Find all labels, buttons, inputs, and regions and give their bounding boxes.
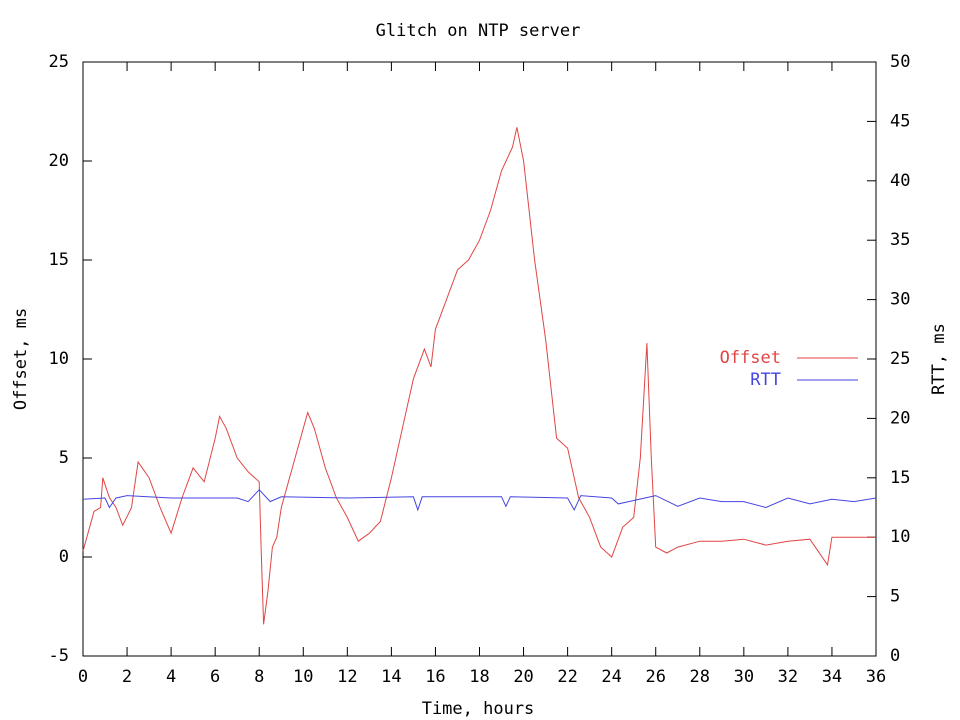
x-tick-label: 0 (78, 667, 88, 687)
x-tick-label: 26 (645, 667, 665, 687)
y2-tick-label: 30 (890, 290, 910, 310)
series-line (82, 488, 877, 512)
y2-tick-label: 25 (890, 349, 910, 369)
legend-label: Offset (720, 348, 781, 368)
x-tick-label: 12 (337, 667, 357, 687)
y2-tick-label: 50 (890, 52, 910, 72)
x-tick-label: 20 (513, 667, 533, 687)
y-tick-label: 5 (59, 448, 69, 468)
x-tick-label: 24 (601, 667, 621, 687)
y2-tick-label: 0 (890, 646, 900, 666)
x-tick-label: 22 (557, 667, 577, 687)
y2-tick-label: 45 (890, 111, 910, 131)
y2-axis-label: RTT, ms (929, 323, 949, 395)
y2-tick-label: 15 (890, 468, 910, 488)
x-tick-label: 16 (425, 667, 445, 687)
x-tick-label: 30 (734, 667, 754, 687)
x-tick-label: 36 (866, 667, 886, 687)
series-line (82, 127, 876, 625)
legend-label: RTT (750, 370, 781, 390)
y-axis-label: Offset, ms (11, 308, 31, 410)
y-tick-label: 10 (49, 349, 69, 369)
y2-tick-label: 35 (890, 230, 910, 250)
y2-tick-label: 10 (890, 527, 910, 547)
x-tick-label: 32 (778, 667, 798, 687)
y-tick-label: -5 (49, 646, 69, 666)
x-tick-label: 4 (166, 667, 176, 687)
x-tick-label: 14 (381, 667, 401, 687)
x-tick-label: 34 (822, 667, 842, 687)
y2-tick-label: 40 (890, 171, 910, 191)
y2-tick-label: 5 (890, 587, 900, 607)
x-axis-label: Time, hours (422, 699, 535, 719)
y-tick-label: 15 (49, 250, 69, 270)
y2-tick-label: 20 (890, 408, 910, 428)
y-tick-label: 20 (49, 151, 69, 171)
x-tick-label: 6 (210, 667, 220, 687)
chart-title: Glitch on NTP server (376, 21, 581, 41)
x-tick-label: 8 (254, 667, 264, 687)
x-tick-label: 10 (293, 667, 313, 687)
y-tick-label: 0 (59, 547, 69, 567)
x-tick-label: 18 (469, 667, 489, 687)
y-tick-label: 25 (49, 52, 69, 72)
x-tick-label: 28 (690, 667, 710, 687)
x-tick-label: 2 (122, 667, 132, 687)
